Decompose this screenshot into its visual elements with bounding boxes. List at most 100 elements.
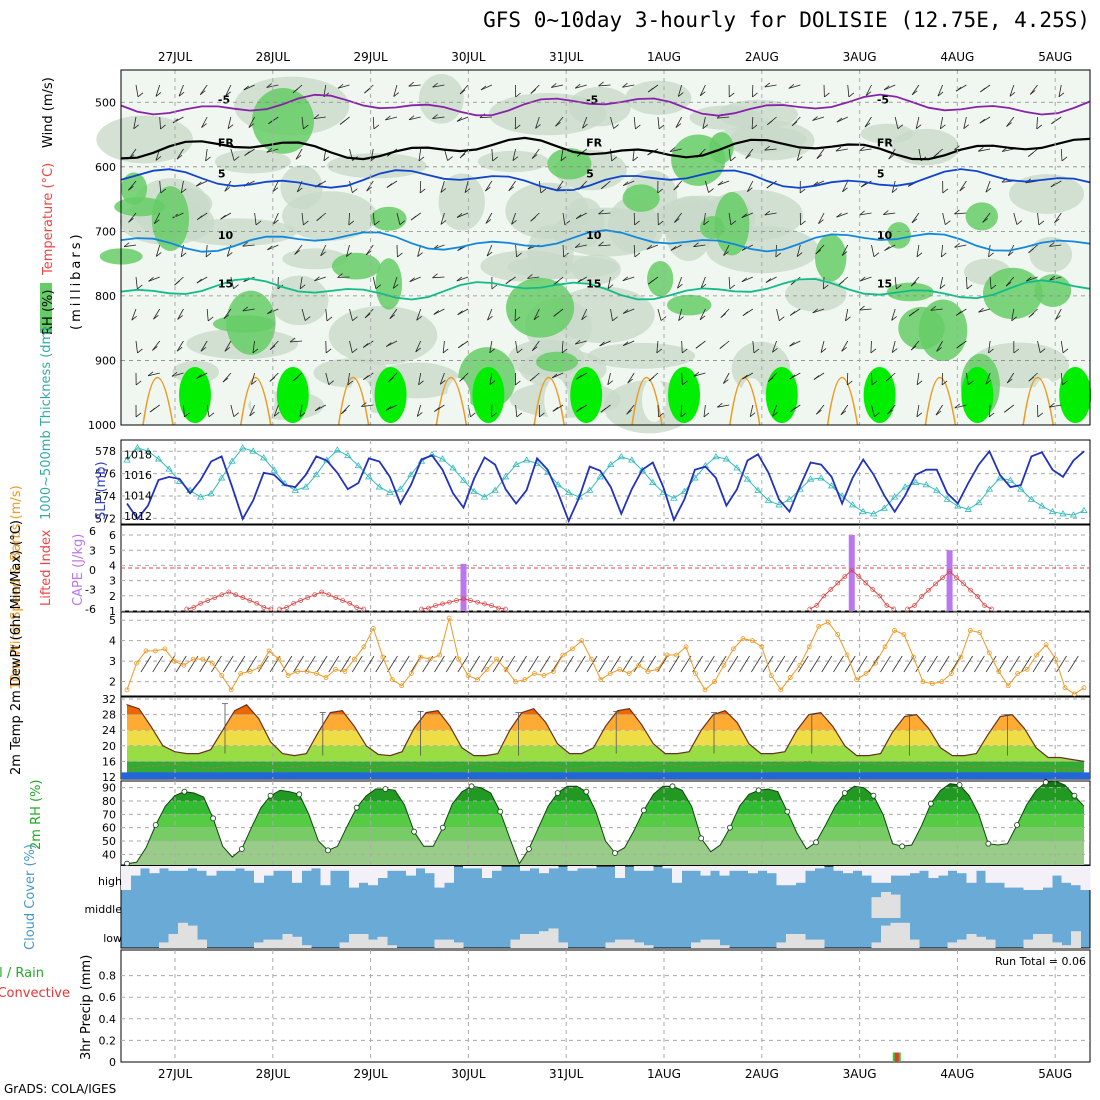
wind-barb-flag <box>790 407 796 413</box>
rh-dry-core <box>446 378 471 422</box>
thickness-point <box>1048 507 1057 515</box>
sfc-wind-barb <box>1067 655 1079 673</box>
li-point <box>240 595 246 600</box>
li-line <box>186 591 271 610</box>
li-point <box>947 569 952 574</box>
wind-speed-point <box>134 660 139 666</box>
wind-barb-flag <box>205 156 211 162</box>
wind-speed-point <box>276 656 282 662</box>
cape-bar <box>848 535 855 611</box>
wind-barb <box>159 180 162 193</box>
li-point <box>884 603 890 608</box>
wind-barb-flag <box>337 83 344 89</box>
wind-barb <box>859 212 872 216</box>
rh-blob-bright <box>1059 367 1092 423</box>
wind-barb <box>487 308 493 321</box>
wind-barb-flag <box>911 90 918 96</box>
wind-barb <box>206 404 210 417</box>
wind-speed-point <box>712 679 717 685</box>
date-labels-top: 27JUL 28JUL 29JUL 30JUL 31JUL 1AUG 2AUG 3AUG 4AU… <box>158 50 1072 64</box>
wind-barb-flag <box>267 245 273 251</box>
wind-barb-flag <box>1061 156 1068 162</box>
rh-point <box>526 846 532 852</box>
rh-blob-bright <box>961 367 994 423</box>
wind-barb-flag <box>242 306 249 312</box>
li-point <box>298 598 304 603</box>
wind-speed-point <box>901 632 907 637</box>
wind-barb-flag <box>598 209 604 215</box>
wind-barb-flag <box>745 154 751 159</box>
wind-speed-point <box>825 619 831 625</box>
sfc-wind-barb <box>574 655 586 673</box>
wind-barb <box>418 372 422 385</box>
y-tick-label: 90 <box>102 782 116 795</box>
wind-barb-flag <box>978 307 984 313</box>
cloud-high-gap <box>1052 866 1062 876</box>
wind-barb-flag <box>386 183 393 188</box>
wind-barb-flag <box>174 280 180 286</box>
date-label-bottom: 5AUG <box>1038 1067 1072 1081</box>
wind-barb-flag <box>418 156 425 162</box>
wind-barb <box>717 404 730 408</box>
wind-barb-flag <box>176 346 183 352</box>
thickness-point <box>922 481 930 488</box>
sfc-wind-barb <box>387 655 398 673</box>
wind-barb-flag <box>303 220 309 226</box>
wind-barb-flag <box>552 407 559 412</box>
wind-barb-flag <box>682 380 688 386</box>
wind-speed-point <box>958 654 964 660</box>
isotherm-line <box>120 93 1091 117</box>
wind-barb <box>812 308 825 314</box>
y-tick-label: 28 <box>102 709 116 722</box>
rh-2m-grid <box>121 781 1090 865</box>
wind-barb-flag <box>885 376 892 382</box>
wind-barb <box>456 116 469 122</box>
thickness-point <box>964 505 973 512</box>
wind-barb <box>871 404 875 417</box>
thickness-point <box>649 478 657 485</box>
wind-barb-flag <box>561 348 568 354</box>
li-point <box>333 595 339 600</box>
wind-barb-flag <box>956 343 962 349</box>
wind-barb-flag <box>622 82 628 88</box>
thickness-point <box>207 489 215 497</box>
thickness-point <box>386 488 394 496</box>
wind-speed-point <box>645 669 651 674</box>
li-point <box>205 598 211 603</box>
wind-speed-point <box>797 662 803 668</box>
rh-point <box>468 783 475 790</box>
rh-blob-bright <box>863 367 896 423</box>
wind-barb-flag <box>658 124 665 130</box>
cloud-high-gap <box>168 866 179 871</box>
rh-point <box>152 822 159 828</box>
rh-blob <box>785 277 847 312</box>
wind-barb <box>700 276 706 289</box>
thickness-point <box>691 474 699 481</box>
wind-barb-flag <box>470 412 476 418</box>
li-point <box>877 593 883 599</box>
cloud-high-gap <box>957 866 967 874</box>
sfc-wind-barb <box>586 655 598 673</box>
wind-barb-flag <box>339 120 346 125</box>
rh-color-swatch <box>40 283 52 333</box>
wind-barb <box>816 404 825 415</box>
chart-title: GFS 0~10day 3-hourly for DOLISIE (12.75E… <box>483 8 1090 32</box>
isotherm-label: 15 <box>586 277 601 290</box>
wind-barb <box>1026 276 1038 282</box>
wind-barb-flag <box>154 219 160 225</box>
cloud-high-gap <box>529 866 540 869</box>
wind-barb-flag <box>1049 242 1055 247</box>
thickness-point <box>491 486 499 493</box>
wind-speed-point <box>190 656 196 662</box>
wind-barb-flag <box>891 188 898 193</box>
wind-barb <box>717 180 730 186</box>
wind-barb-flag <box>988 412 995 418</box>
wind-barb-flag <box>533 315 540 321</box>
sfc-wind-barb <box>398 655 410 673</box>
cloud-high-gap <box>349 866 359 888</box>
wind-barb <box>419 180 422 194</box>
wind-barb <box>442 340 445 353</box>
wind-barb <box>610 116 614 129</box>
y-tick-label: 80 <box>102 795 116 808</box>
cloud-cover-ticks: high middle low <box>84 875 122 945</box>
